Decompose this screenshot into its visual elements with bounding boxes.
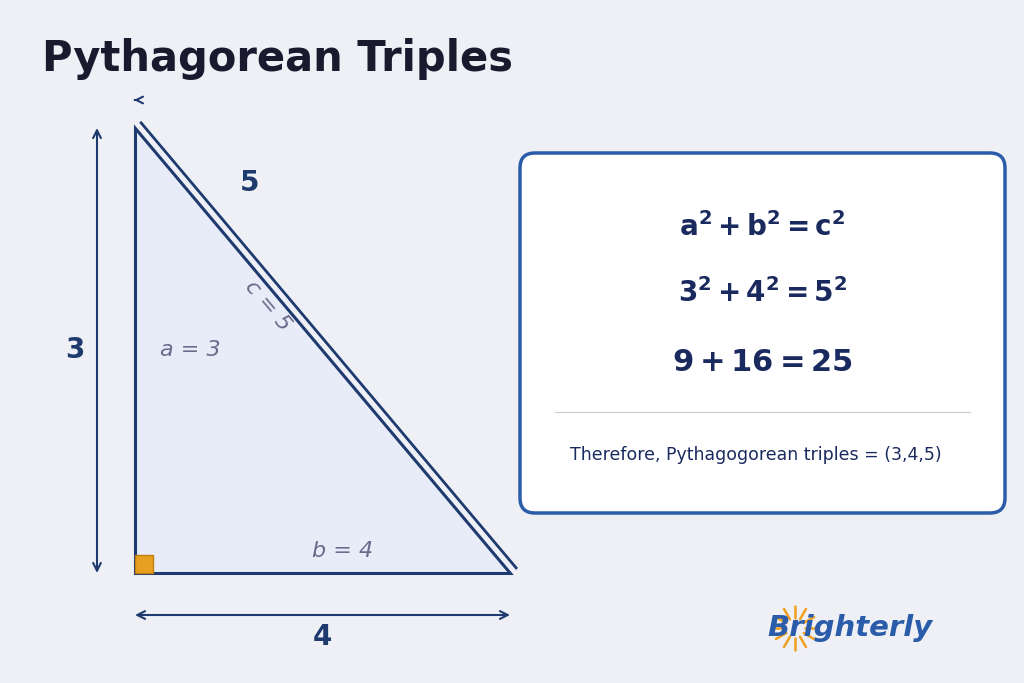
Text: b = 4: b = 4 [312,541,373,561]
Text: Pythagorean Triples: Pythagorean Triples [42,38,513,80]
FancyBboxPatch shape [520,153,1005,513]
Text: $\bf{3^2+ 4^2= 5^2}$: $\bf{3^2+ 4^2= 5^2}$ [678,279,847,308]
Text: Brighterly: Brighterly [767,614,933,642]
Text: 3: 3 [66,337,85,365]
Polygon shape [135,128,510,573]
Text: $\bf{9 + 16 = 25}$: $\bf{9 + 16 = 25}$ [672,348,853,377]
Text: c = 5: c = 5 [241,277,294,335]
Text: Therefore, Pythagogorean triples = (3,4,5): Therefore, Pythagogorean triples = (3,4,… [570,446,942,464]
Text: $\bf{a^2+ b^2= c^2}$: $\bf{a^2+ b^2= c^2}$ [679,212,846,242]
Polygon shape [135,555,153,573]
Text: 4: 4 [312,623,332,651]
Text: 5: 5 [241,169,260,197]
Text: a = 3: a = 3 [160,341,220,361]
